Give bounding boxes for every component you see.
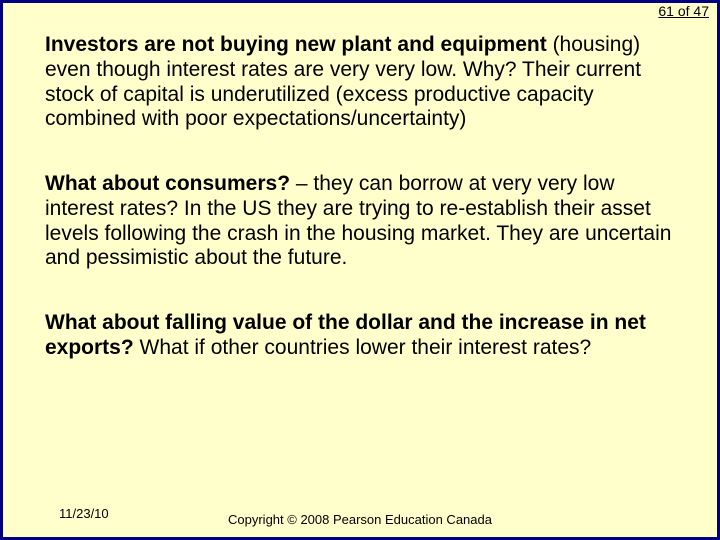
paragraph-consumers: What about consumers? – they can borrow … (45, 172, 689, 271)
para1-bold: Investors are not buying new plant and e… (45, 33, 547, 56)
paragraph-investors: Investors are not buying new plant and e… (45, 33, 689, 132)
page-number: 61 of 47 (658, 3, 709, 19)
slide-container: 61 of 47 Investors are not buying new pl… (0, 0, 720, 540)
copyright-text: Copyright © 2008 Pearson Education Canad… (3, 512, 717, 527)
slide-content: Investors are not buying new plant and e… (3, 3, 717, 361)
paragraph-dollar: What about falling value of the dollar a… (45, 311, 689, 361)
para2-bold: What about consumers? (45, 172, 290, 195)
para3-rest: What if other countries lower their inte… (134, 336, 592, 359)
